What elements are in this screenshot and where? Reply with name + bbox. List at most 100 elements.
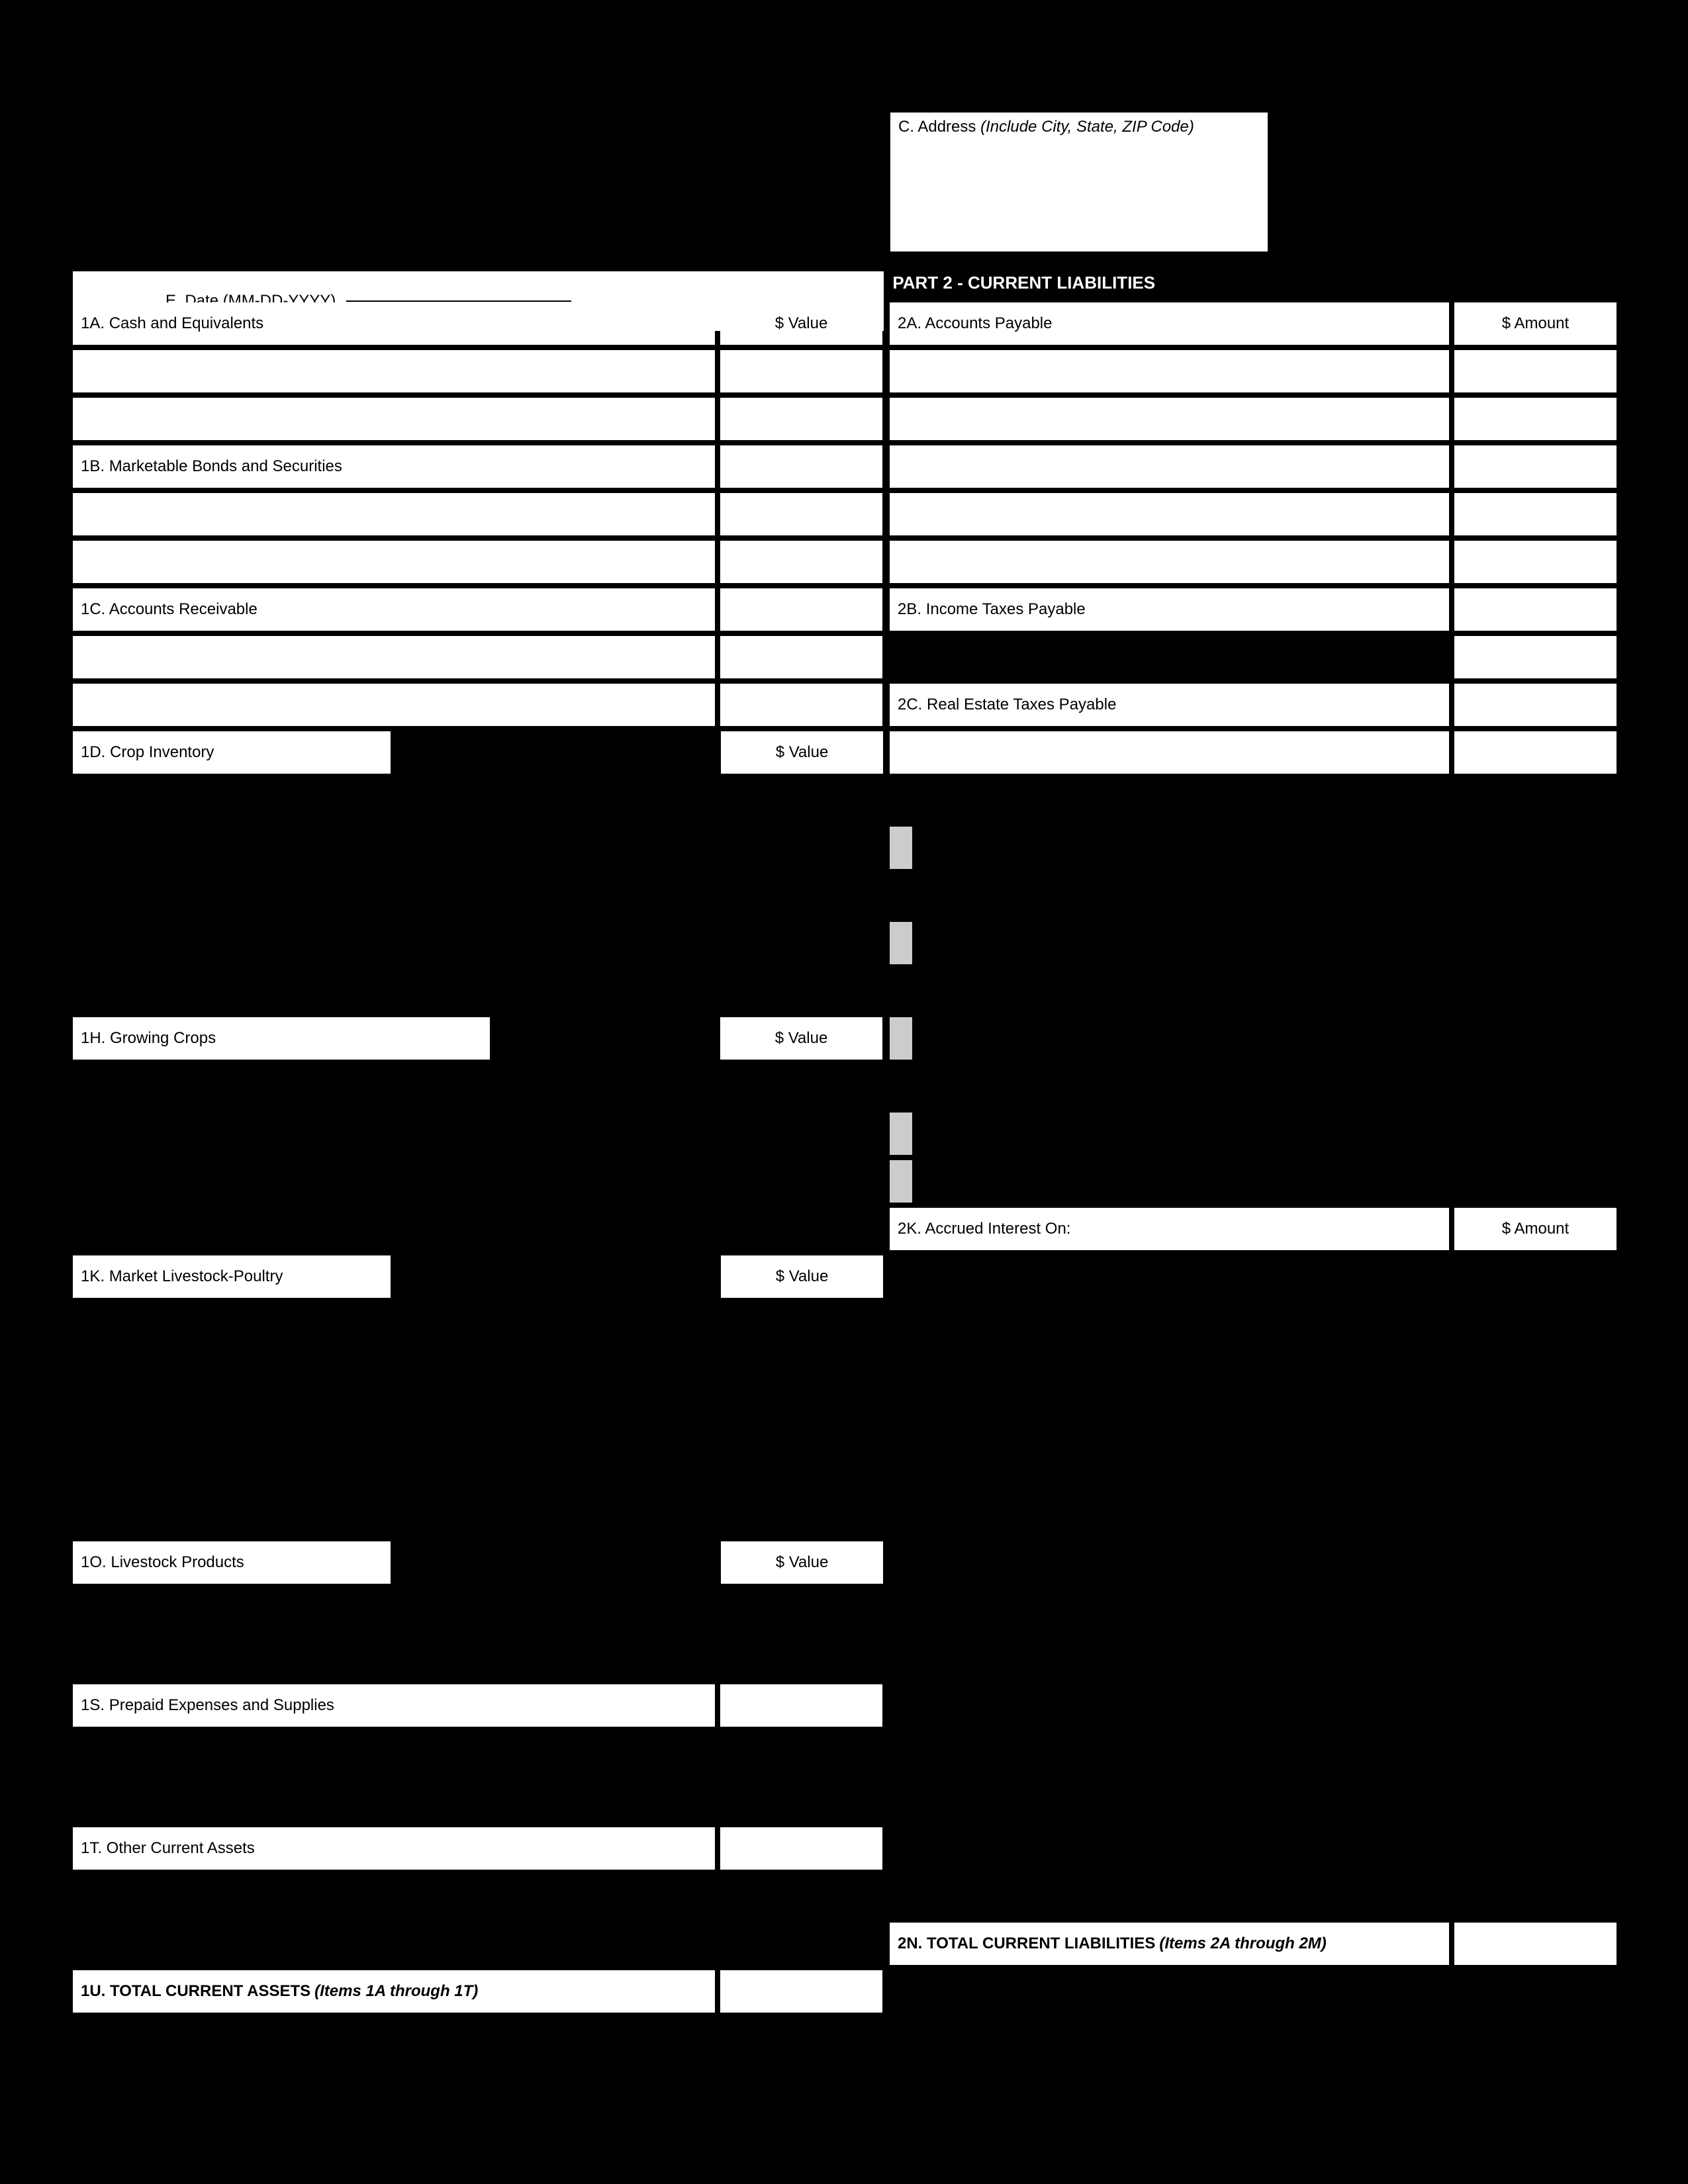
gap-r-8: [890, 1398, 1617, 1441]
label-1O: 1O. Livestock Products: [73, 1541, 391, 1584]
gap-1K-5: [73, 1494, 883, 1536]
entry-1C-1-value[interactable]: [720, 636, 882, 678]
gap-1D-3: [73, 874, 883, 917]
gap-r-17: [890, 1827, 1617, 1870]
entry-1C-2-value[interactable]: [720, 684, 882, 726]
value-1B[interactable]: [720, 445, 882, 488]
gap-1K-1: [73, 1303, 883, 1345]
gap-r-9: [890, 1446, 1617, 1488]
value-1S[interactable]: [720, 1684, 882, 1727]
bridge-1K: [396, 1255, 716, 1298]
entry-2A-4-amount[interactable]: [1454, 493, 1617, 535]
entry-2A-1-amount[interactable]: [1454, 350, 1617, 392]
current-assets-col: 1A. Cash and Equivalents $ Value 1B. Mar…: [73, 302, 883, 2013]
row-1T-header: 1T. Other Current Assets: [73, 1827, 883, 1870]
value-hdr-1D: $ Value: [721, 731, 883, 774]
value-hdr-1O: $ Value: [721, 1541, 883, 1584]
entry-2A-1-label[interactable]: [890, 350, 1449, 392]
entry-2B-1-amount[interactable]: [1454, 636, 1617, 678]
label-2N: 2N. TOTAL CURRENT LIABILITIES (Items 2A …: [890, 1923, 1449, 1965]
gray-stub-2: [890, 922, 912, 964]
entry-2A-5-label[interactable]: [890, 541, 1449, 583]
gap-r-14: [890, 1684, 1617, 1727]
entry-2A-3-amount[interactable]: [1454, 445, 1617, 488]
label-2K: 2K. Accrued Interest On:: [890, 1208, 1449, 1250]
gray-stub-4: [890, 1113, 912, 1155]
gap-1T-1: [73, 1875, 883, 1917]
row-1A-entry1[interactable]: [73, 350, 883, 392]
value-hdr-1H: $ Value: [720, 1017, 882, 1060]
row-1B-entry2[interactable]: [73, 541, 883, 583]
row-1O-header: 1O. Livestock Products $ Value: [73, 1541, 883, 1584]
value-1T[interactable]: [720, 1827, 882, 1870]
value-1C[interactable]: [720, 588, 882, 631]
entry-1B-1-value[interactable]: [720, 493, 882, 535]
part1-header: PART 1 - CURRENT ASSETS: [73, 263, 882, 302]
address-label: C. Address: [898, 118, 976, 136]
bridge-1H: [495, 1017, 715, 1060]
gap-r-5: [890, 1255, 1617, 1298]
gap-1D-2: [73, 827, 883, 869]
row-1S-header: 1S. Prepaid Expenses and Supplies: [73, 1684, 883, 1727]
row-2A-header: 2A. Accounts Payable $ Amount: [890, 302, 1617, 345]
gray-stub-3: [890, 1017, 912, 1060]
row-1B-header: 1B. Marketable Bonds and Securities: [73, 445, 883, 488]
amount-2N[interactable]: [1454, 1923, 1617, 1965]
amount-2B[interactable]: [1454, 588, 1617, 631]
row-1B-entry1[interactable]: [73, 493, 883, 535]
row-1A-header: 1A. Cash and Equivalents $ Value: [73, 302, 883, 345]
gap-1S-2: [73, 1780, 883, 1822]
label-1H: 1H. Growing Crops: [73, 1017, 490, 1060]
entry-2A-4-label[interactable]: [890, 493, 1449, 535]
entry-2A-5-amount[interactable]: [1454, 541, 1617, 583]
entry-1A-2-label[interactable]: [73, 398, 715, 440]
row-2A-entry2[interactable]: [890, 398, 1617, 440]
row-2A-entry5[interactable]: [890, 541, 1617, 583]
entry-2A-2-amount[interactable]: [1454, 398, 1617, 440]
amount-2C[interactable]: [1454, 684, 1617, 726]
entry-2C-1-label[interactable]: [890, 731, 1449, 774]
entry-1C-1-label[interactable]: [73, 636, 715, 678]
balance-sheet-form: E. Date (MM-DD-YYYY) C. Address (Include…: [73, 192, 1615, 2013]
entry-1B-1-label[interactable]: [73, 493, 715, 535]
entry-1B-2-label[interactable]: [73, 541, 715, 583]
row-1C-header: 1C. Accounts Receivable: [73, 588, 883, 631]
form-columns: 1A. Cash and Equivalents $ Value 1B. Mar…: [73, 302, 1615, 2013]
row-1C-entry2[interactable]: [73, 684, 883, 726]
row-2B-header: 2B. Income Taxes Payable: [890, 588, 1617, 631]
address-hint: (Include City, State, ZIP Code): [980, 118, 1194, 136]
entry-1A-1-label[interactable]: [73, 350, 715, 392]
row-1C-entry1[interactable]: [73, 636, 883, 678]
entry-1A-2-value[interactable]: [720, 398, 882, 440]
label-1A: 1A. Cash and Equivalents: [73, 302, 715, 345]
amount-hdr-2K: $ Amount: [1454, 1208, 1617, 1250]
gap-r-12: [890, 1589, 1617, 1631]
label-1U-hint: (Items 1A through 1T): [314, 1982, 478, 2001]
value-1U[interactable]: [720, 1970, 882, 2013]
label-2N-main: 2N. TOTAL CURRENT LIABILITIES: [898, 1934, 1155, 1953]
entry-1C-2-label[interactable]: [73, 684, 715, 726]
row-2A-entry4[interactable]: [890, 493, 1617, 535]
gap-1T-2: [73, 1923, 883, 1965]
gap-1D-1: [73, 779, 883, 821]
address-cell[interactable]: C. Address (Include City, State, ZIP Cod…: [890, 113, 1268, 251]
gap-1H-4: [73, 1208, 883, 1250]
gap-r-1: [890, 779, 1617, 821]
entry-2A-3-label[interactable]: [890, 445, 1449, 488]
entry-1B-2-value[interactable]: [720, 541, 882, 583]
row-2C-entry1[interactable]: [890, 731, 1617, 774]
gap-1K-4: [73, 1446, 883, 1488]
label-2N-hint: (Items 2A through 2M): [1159, 1934, 1326, 1953]
row-gray-5: [890, 1160, 1617, 1203]
gap-r-3: [890, 970, 1617, 1012]
row-2A-entry1[interactable]: [890, 350, 1617, 392]
row-1A-entry2[interactable]: [73, 398, 883, 440]
gap-r-6: [890, 1303, 1617, 1345]
gray-stub-1: [890, 827, 912, 869]
entry-2A-2-label[interactable]: [890, 398, 1449, 440]
entry-2C-1-amount[interactable]: [1454, 731, 1617, 774]
gap-r-7: [890, 1351, 1617, 1393]
row-2A-entry3[interactable]: [890, 445, 1617, 488]
entry-1A-1-value[interactable]: [720, 350, 882, 392]
gap-r-16: [890, 1780, 1617, 1822]
